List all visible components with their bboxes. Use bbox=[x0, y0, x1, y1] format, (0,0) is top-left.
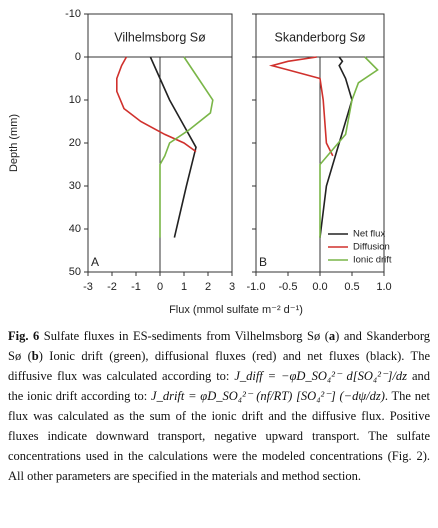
caption-text: ) and Skanderborg Sø ( bbox=[8, 329, 431, 363]
x-tick-label: 2 bbox=[205, 281, 211, 293]
caption-label: Fig. 6 bbox=[8, 329, 40, 343]
x-tick-label: -2 bbox=[107, 281, 117, 293]
caption-text: Sulfate fluxes in ES-sediments from Vilh… bbox=[43, 329, 329, 343]
caption-text: ) Ionic drift (green), diffusional fluxe… bbox=[8, 349, 430, 383]
formula: J_diff = −φD_SO₄²⁻ d[SO₄²⁻]/dz bbox=[234, 369, 408, 383]
caption: Fig. 6 Sulfate fluxes in ES-sediments fr… bbox=[8, 326, 430, 486]
y-tick-label: 30 bbox=[69, 180, 81, 192]
y-tick-label: 40 bbox=[69, 223, 81, 235]
line-series bbox=[159, 56, 214, 238]
line-series bbox=[319, 56, 353, 238]
x-tick-label: 0.5 bbox=[344, 281, 359, 293]
legend-label: Diffusion bbox=[353, 242, 390, 253]
line-series bbox=[149, 56, 197, 238]
y-axis-label: Depth (mm) bbox=[8, 114, 20, 172]
formula: J_drift = φD_SO₄²⁻ (nf/RT) [SO₄²⁻] (−dψ/… bbox=[151, 389, 385, 403]
panel-title: Skanderborg Sø bbox=[274, 30, 365, 44]
y-tick-label: -10 bbox=[65, 8, 81, 20]
x-tick-label: 1.0 bbox=[376, 281, 391, 293]
x-tick-label: -3 bbox=[83, 281, 93, 293]
x-axis-label: Flux (mmol sulfate m⁻² d⁻¹) bbox=[169, 304, 303, 316]
x-tick-label: -1.0 bbox=[247, 281, 266, 293]
caption-text: and the ionic drift according to: bbox=[8, 369, 430, 403]
panel-label: B bbox=[259, 255, 267, 269]
caption-text: a bbox=[328, 329, 336, 343]
caption-text: . The net flux was calculated as the sum… bbox=[8, 389, 430, 483]
line-series bbox=[116, 56, 197, 153]
panel-label: A bbox=[91, 255, 99, 269]
x-tick-label: -1 bbox=[131, 281, 141, 293]
caption-text: b bbox=[31, 349, 39, 363]
legend-label: Ionic drift bbox=[353, 255, 392, 266]
figure: Depth (mm) Flux (mmol sulfate m⁻² d⁻¹) -… bbox=[8, 8, 392, 316]
x-tick-label: 1 bbox=[181, 281, 187, 293]
line-series bbox=[319, 56, 379, 238]
line-series bbox=[268, 56, 334, 157]
y-tick-label: 50 bbox=[69, 266, 81, 278]
x-tick-label: 0.0 bbox=[312, 281, 327, 293]
panel-title: Vilhelmsborg Sø bbox=[114, 30, 206, 44]
legend-label: Net flux bbox=[353, 229, 385, 240]
x-tick-label: -0.5 bbox=[279, 281, 298, 293]
y-tick-label: 20 bbox=[69, 137, 81, 149]
y-tick-label: 0 bbox=[75, 51, 81, 63]
x-tick-label: 3 bbox=[229, 281, 235, 293]
y-tick-label: 10 bbox=[69, 94, 81, 106]
x-tick-label: 0 bbox=[157, 281, 163, 293]
